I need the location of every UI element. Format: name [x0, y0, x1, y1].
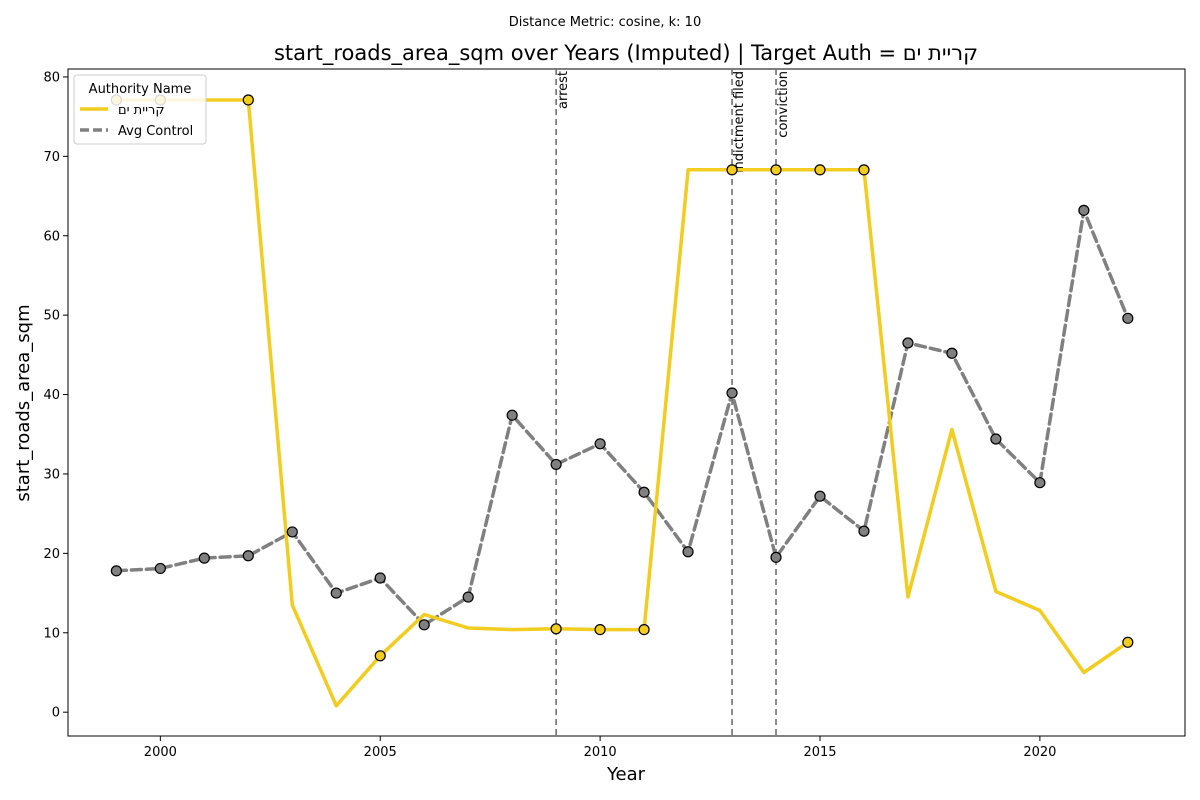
- y-tick-label: 70: [43, 150, 60, 165]
- data-point: [1122, 636, 1134, 648]
- y-axis-title: start_roads_area_sqm: [13, 304, 34, 501]
- legend-label-control: Avg Control: [118, 124, 193, 139]
- data-point: [990, 433, 1002, 445]
- data-point: [638, 486, 650, 498]
- data-point: [814, 164, 826, 176]
- data-point: [682, 546, 694, 558]
- data-point: [550, 458, 562, 471]
- data-point: [858, 525, 870, 537]
- data-point: [550, 623, 562, 635]
- data-point: [110, 565, 122, 577]
- x-tick-label: 2010: [584, 745, 617, 760]
- y-tick-label: 10: [43, 626, 60, 641]
- data-point: [154, 562, 166, 575]
- data-point: [858, 164, 870, 176]
- y-tick-label: 60: [43, 229, 60, 244]
- x-axis-title: Year: [606, 764, 646, 785]
- data-point: [902, 337, 914, 349]
- x-tick-label: 2005: [364, 745, 397, 760]
- data-point: [330, 587, 342, 599]
- event-label: indictment filed: [732, 71, 747, 173]
- data-point: [726, 164, 738, 176]
- y-tick-label: 50: [43, 309, 60, 324]
- legend-label-target: קריית ים: [118, 103, 165, 118]
- legend-box: [73, 74, 207, 145]
- data-point: [594, 438, 606, 450]
- x-tick-label: 2020: [1023, 745, 1056, 760]
- data-point: [506, 409, 518, 421]
- y-tick-label: 40: [43, 388, 60, 403]
- event-label: conviction: [776, 71, 791, 138]
- series-line: [114, 98, 1130, 708]
- legend: Authority Name קריית ים Avg Control: [73, 74, 207, 145]
- x-axis: 2000 2005 2010 2015 2020: [144, 736, 1056, 760]
- x-tick-label: 2015: [803, 745, 836, 760]
- data-point: [286, 526, 298, 538]
- data-point: [462, 591, 474, 603]
- data-point: [198, 552, 210, 564]
- y-tick-label: 80: [43, 70, 60, 85]
- data-point: [1034, 477, 1046, 489]
- x-tick-label: 2000: [144, 745, 177, 760]
- data-point: [770, 164, 782, 176]
- data-point: [1122, 312, 1134, 324]
- y-tick-label: 30: [43, 467, 60, 482]
- data-point: [418, 619, 430, 631]
- legend-title: Authority Name: [89, 82, 192, 97]
- data-point: [242, 94, 254, 106]
- data-point: [1078, 204, 1090, 216]
- chart-suptitle: Distance Metric: cosine, k: 10: [509, 15, 701, 30]
- series-group: [110, 94, 1134, 708]
- data-point: [374, 650, 386, 662]
- event-label: arrest: [556, 71, 571, 109]
- chart-title: start_roads_area_sqm over Years (Imputed…: [274, 41, 978, 66]
- y-axis: 0 10 20 30 40 50 60 70 80: [43, 70, 68, 721]
- data-point: [242, 550, 254, 562]
- data-point: [726, 387, 738, 399]
- data-point: [638, 623, 650, 636]
- data-point: [946, 347, 958, 359]
- y-tick-label: 20: [43, 547, 60, 562]
- y-tick-label: 0: [52, 706, 60, 721]
- data-point: [374, 572, 386, 584]
- data-point: [594, 623, 606, 636]
- data-point: [814, 490, 826, 502]
- data-point: [770, 551, 782, 563]
- plot-area: [67, 68, 1186, 737]
